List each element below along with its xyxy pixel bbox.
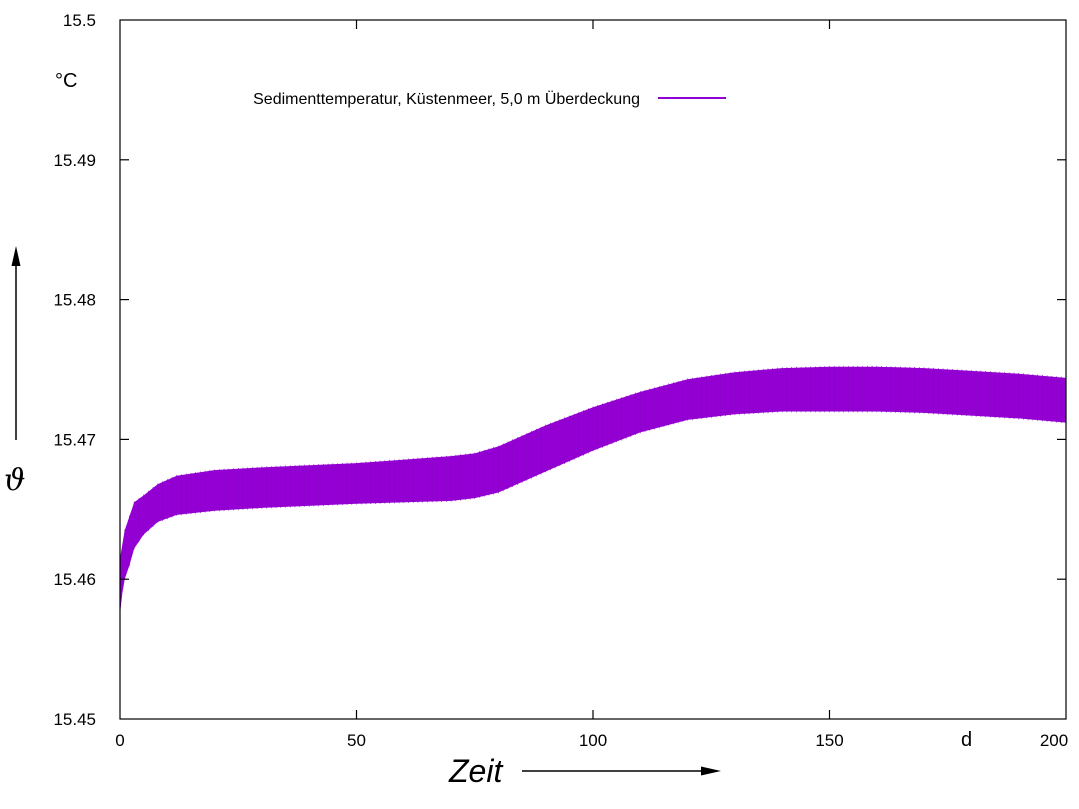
y-tick-label: 15.49	[53, 151, 96, 170]
x-arrow-head	[701, 766, 721, 776]
x-tick-label: 200	[1040, 731, 1068, 750]
y-axis-label: ϑ	[4, 463, 25, 498]
x-tick-label: 100	[579, 731, 607, 750]
y-tick-label: 15.47	[53, 430, 96, 449]
x-axis-label: Zeit	[448, 753, 503, 789]
y-tick-label: 15.46	[53, 570, 96, 589]
y-tick-label: 15.48	[53, 291, 96, 310]
oscillation-lines	[120, 365, 1066, 615]
y-tick-label: 15.45	[53, 710, 96, 729]
x-tick-label: 0	[115, 731, 124, 750]
axis-ticks	[120, 20, 1066, 719]
y-tick-label: 15.5	[63, 11, 96, 30]
legend-label: Sedimenttemperatur, Küstenmeer, 5,0 m Üb…	[253, 90, 640, 108]
x-tick-label: 150	[815, 731, 843, 750]
y-unit-label: °C	[55, 70, 77, 92]
y-arrow-head	[11, 246, 21, 266]
x-tick-labels: 0 50 100 150 200	[115, 731, 1068, 750]
x-unit-label: d	[961, 729, 972, 751]
y-tick-labels: 15.45 15.46 15.47 15.48 15.49 15.5	[53, 11, 96, 729]
x-tick-label: 50	[347, 731, 366, 750]
